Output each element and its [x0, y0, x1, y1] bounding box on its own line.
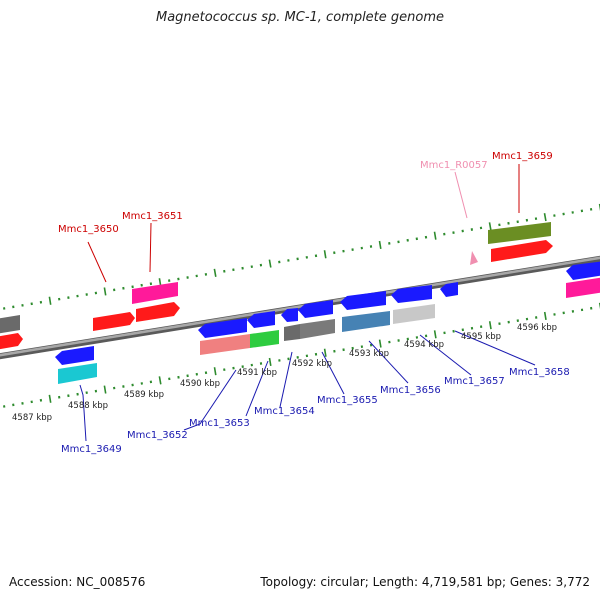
outer-tick-track	[3, 203, 600, 310]
scale-label: 4596 kbp	[517, 323, 557, 333]
gene-feature-red-arrow[interactable]	[93, 312, 135, 331]
major-tick	[323, 348, 327, 357]
major-tick	[268, 357, 272, 367]
gene-feature-gray-block[interactable]	[284, 324, 300, 341]
feature-label-mmc1-3657[interactable]: Mmc1_3657	[444, 376, 505, 387]
gene-feature-blue-arrow[interactable]	[281, 308, 298, 322]
scale-label: 4590 kbp	[180, 379, 220, 389]
gene-feature-gray-block[interactable]	[0, 315, 20, 334]
feature-label-mmc1-3658[interactable]: Mmc1_3658	[509, 367, 570, 378]
gene-feature-gray-block[interactable]	[300, 319, 335, 339]
major-tick	[323, 250, 327, 259]
scale-label: 4594 kbp	[404, 340, 444, 350]
major-tick	[48, 394, 52, 403]
feature-label-mmc1-3659[interactable]: Mmc1_3659	[492, 151, 553, 162]
scale-label: 4587 kbp	[12, 413, 52, 423]
connector-mmc1-3652	[183, 369, 237, 431]
gene-feature-blue-arrow[interactable]	[340, 291, 386, 310]
feature-label-mmc1-r0057[interactable]: Mmc1_R0057	[420, 160, 488, 171]
gene-feature-red-arrow[interactable]	[491, 240, 553, 262]
connector-mmc1-r0057	[454, 171, 468, 219]
feature-label-mmc1-3655[interactable]: Mmc1_3655	[317, 395, 378, 406]
major-tick	[213, 268, 217, 277]
gene-feature-steelblue-block[interactable]	[342, 311, 390, 332]
connector-mmc1-3650	[87, 241, 107, 283]
genome-summary: Topology: circular; Length: 4,719,581 bp…	[260, 575, 590, 589]
gene-feature-blue-arrow[interactable]	[566, 261, 600, 280]
gene-feature-green-block[interactable]	[250, 330, 279, 348]
connector-mmc1-3657	[419, 334, 472, 376]
feature-label-mmc1-3654[interactable]: Mmc1_3654	[254, 406, 315, 417]
gene-feature-red-arrow[interactable]	[0, 333, 23, 350]
connector-mmc1-3655	[321, 351, 345, 395]
page-title: Magnetococcus sp. MC-1, complete genome	[155, 10, 445, 25]
major-tick	[213, 367, 217, 376]
scale-label: 4595 kbp	[461, 332, 501, 342]
accession-info: Accession: NC_008576	[9, 575, 146, 589]
gene-feature-blue-arrow[interactable]	[440, 282, 458, 297]
feature-label-mmc1-3649[interactable]: Mmc1_3649	[61, 444, 122, 455]
scale-label: 4588 kbp	[68, 401, 108, 411]
major-tick	[433, 231, 437, 240]
major-tick	[48, 296, 52, 305]
connector-mmc1-3656	[368, 340, 409, 384]
gene-feature-blue-arrow[interactable]	[55, 346, 94, 365]
feature-label-mmc1-3656[interactable]: Mmc1_3656	[380, 385, 441, 396]
feature-label-mmc1-3653[interactable]: Mmc1_3653	[189, 418, 250, 429]
gene-feature-blue-arrow[interactable]	[247, 311, 275, 328]
gene-feature-pink-block[interactable]	[566, 277, 600, 298]
genome-backbone	[0, 255, 600, 360]
major-tick	[543, 213, 547, 222]
major-tick	[378, 240, 382, 250]
gene-feature-blue-arrow[interactable]	[391, 285, 432, 303]
connector-mmc1-3654	[279, 351, 293, 408]
feature-label-mmc1-3652[interactable]: Mmc1_3652	[127, 430, 188, 441]
gene-feature-salmon-block[interactable]	[200, 334, 250, 355]
major-tick	[103, 287, 107, 296]
inner-tick-track	[3, 302, 600, 408]
feature-label-mmc1-3650[interactable]: Mmc1_3650	[58, 224, 119, 235]
feature-label-mmc1-3651[interactable]: Mmc1_3651	[122, 211, 183, 222]
gene-feature-pink-block[interactable]	[132, 282, 178, 304]
connector-mmc1-3658	[454, 330, 536, 366]
gene-feature-cyan-block[interactable]	[58, 363, 97, 384]
major-tick	[268, 259, 272, 268]
connector-mmc1-3649	[79, 384, 87, 442]
scale-label: 4589 kbp	[124, 390, 164, 400]
major-tick	[158, 376, 162, 385]
rna-feature-pink-marker[interactable]	[470, 251, 478, 265]
major-tick	[433, 330, 437, 339]
scale-label: 4591 kbp	[237, 368, 277, 378]
connector-mmc1-3653	[245, 360, 269, 417]
gene-feature-olive-block[interactable]	[488, 222, 551, 244]
major-tick	[488, 321, 492, 330]
scale-label: 4592 kbp	[292, 359, 332, 369]
gene-feature-red-arrow[interactable]	[136, 302, 180, 322]
major-tick	[543, 311, 547, 321]
gene-feature-blue-arrow[interactable]	[298, 300, 333, 318]
major-tick	[103, 385, 107, 394]
major-tick	[488, 222, 492, 231]
scale-label: 4593 kbp	[349, 349, 389, 359]
connector-mmc1-3651	[149, 222, 152, 273]
gene-feature-lightgray-block[interactable]	[393, 304, 435, 324]
major-tick	[378, 339, 382, 348]
gene-feature-blue-arrow[interactable]	[198, 318, 247, 338]
